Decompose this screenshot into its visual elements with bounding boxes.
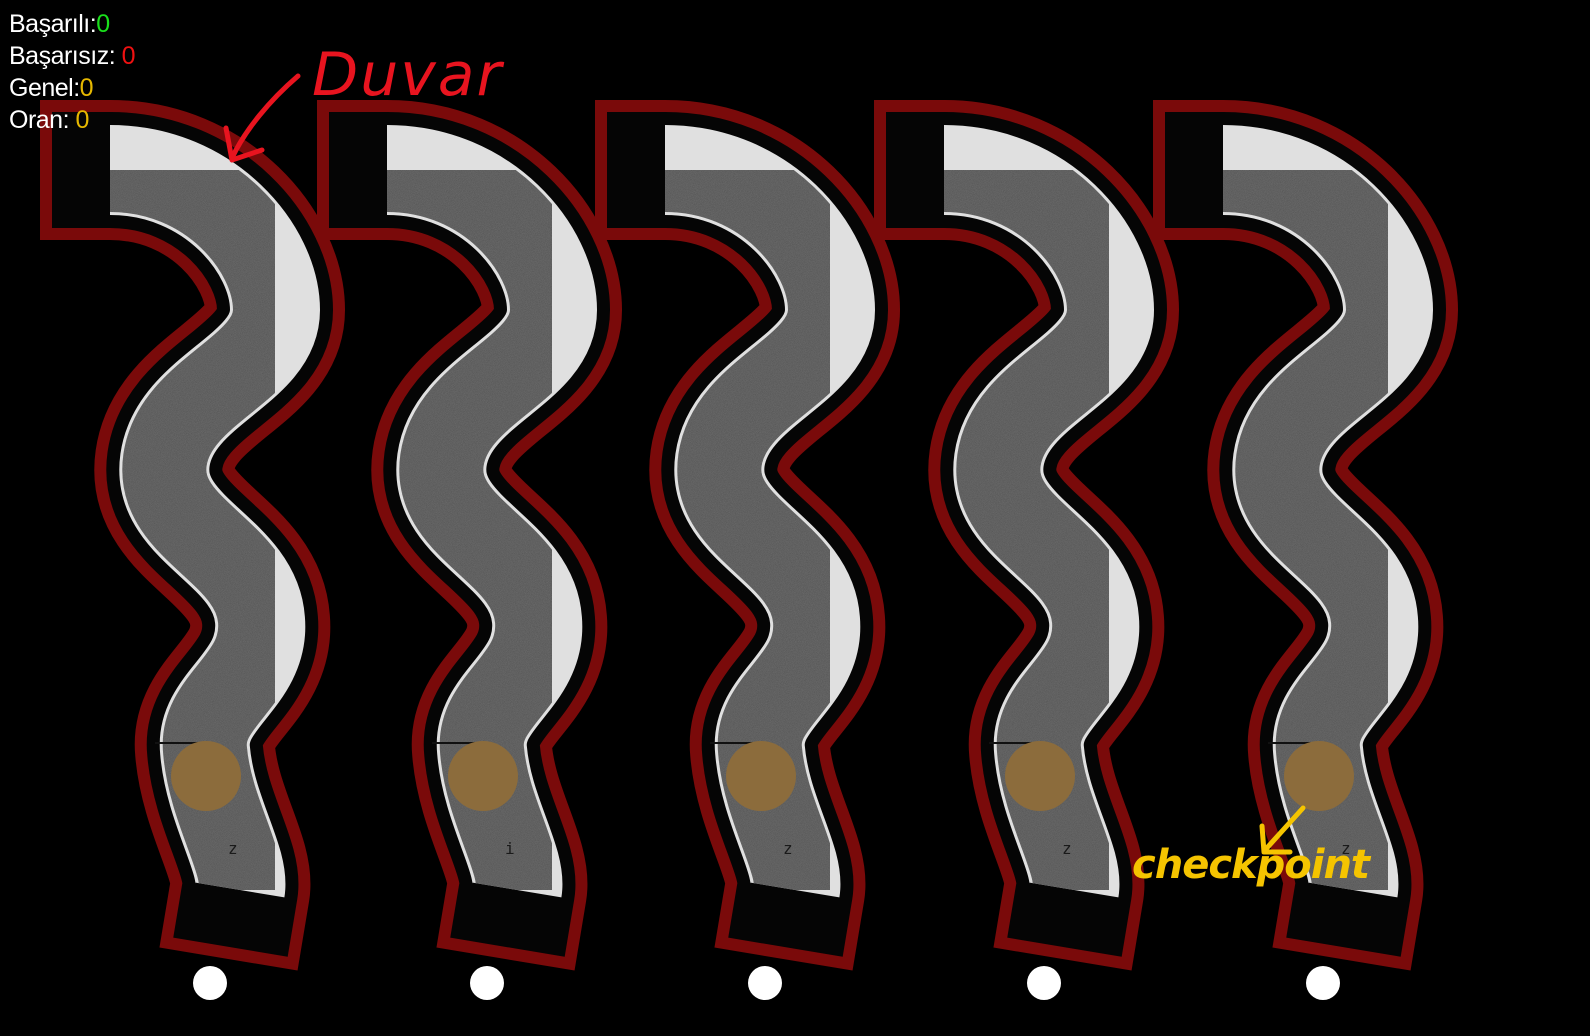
agent-marker: z [1062, 839, 1072, 858]
spawn-dot [748, 966, 782, 1000]
checkpoint [448, 741, 518, 811]
checkpoint [726, 741, 796, 811]
track-2: i [316, 99, 622, 1000]
checkpoint [1005, 741, 1075, 811]
spawn-dot [193, 966, 227, 1000]
spawn-dot [470, 966, 504, 1000]
fail-row: Başarısız: 0 [9, 40, 136, 72]
ratio-label: Oran: [9, 106, 70, 134]
success-row: Başarılı:0 [9, 8, 135, 40]
checkpoint-arrow [1262, 805, 1306, 853]
wall-arrow-head [223, 125, 265, 163]
track-5: z [1152, 99, 1458, 1000]
stats-panel: Başarılı:0 Başarısız: 0 Genel:0 Oran: 0 [9, 8, 136, 136]
total-row: Genel:0 [9, 72, 135, 104]
fail-value: 0 [121, 42, 136, 70]
spawn-dot [1306, 966, 1340, 1000]
agent-marker: i [505, 839, 515, 858]
ratio-row: Oran: 0 [9, 104, 135, 136]
checkpoint [171, 741, 241, 811]
success-label: Başarılı: [9, 10, 97, 38]
spawn-dot [1027, 966, 1061, 1000]
total-value: 0 [79, 74, 94, 102]
checkpoint-annotation: checkpoint [1132, 842, 1370, 888]
track-3: z [594, 99, 900, 1000]
agent-marker: z [1341, 839, 1351, 858]
checkpoint-arrow-head [1259, 823, 1293, 855]
wall-arrow [229, 73, 301, 161]
track-1: z [39, 99, 345, 1000]
success-value: 0 [96, 10, 110, 38]
checkpoint [1284, 741, 1354, 811]
track-4: z [873, 99, 1179, 1000]
total-label: Genel: [9, 74, 80, 102]
ratio-value: 0 [75, 106, 89, 134]
wall-annotation: Duvar [312, 40, 504, 110]
agent-marker: z [228, 839, 238, 858]
fail-label: Başarısız: [9, 42, 116, 70]
agent-marker: z [783, 839, 793, 858]
